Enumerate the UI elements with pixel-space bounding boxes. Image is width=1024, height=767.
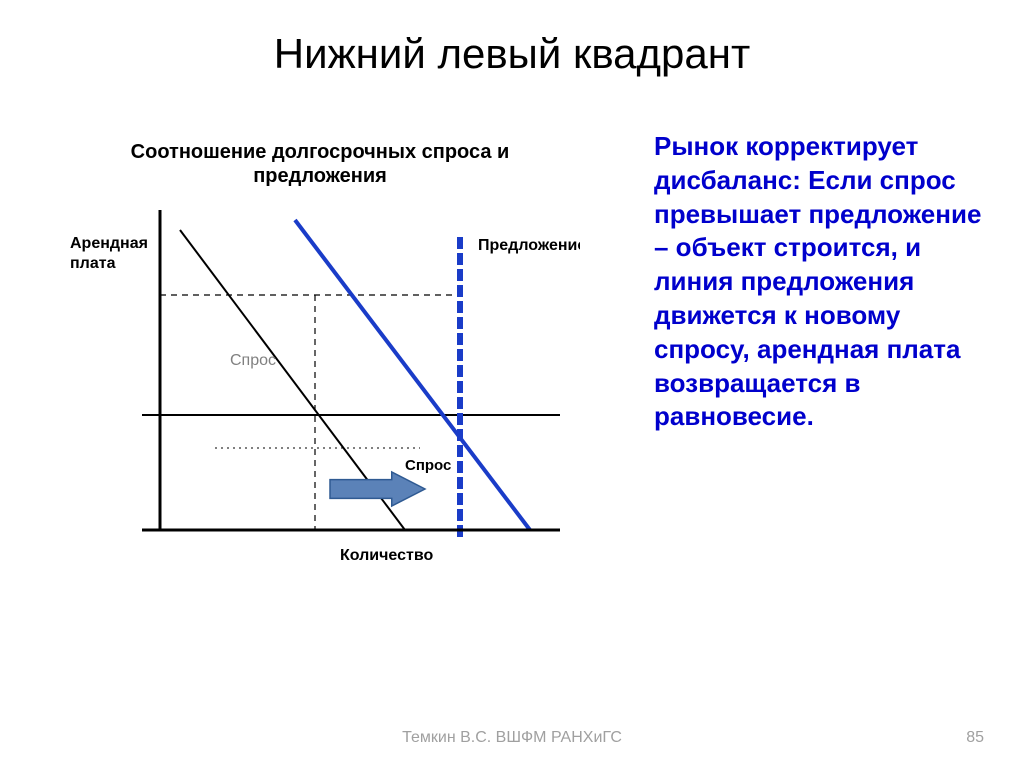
chart-title: Соотношение долгосрочных спроса и предло… [60, 140, 580, 188]
svg-text:Спрос: Спрос [405, 457, 451, 474]
supply-demand-chart: Соотношение долгосрочных спроса и предло… [60, 140, 580, 580]
chart-title-line2: предложения [253, 165, 387, 187]
svg-text:Арендная: Арендная [70, 235, 148, 252]
svg-text:Количество: Количество [340, 547, 433, 564]
chart-svg: Арендная плата Количество Предложение Спрос С… [60, 140, 580, 580]
svg-text:Спрос: Спрос [230, 352, 276, 369]
footer-author: Темкин В.С. ВШФМ РАНХиГС [0, 729, 1024, 747]
slide-number: 85 [966, 729, 984, 747]
svg-text:Предложение: Предложение [478, 237, 580, 254]
page-title: Нижний левый квадрант [0, 30, 1024, 78]
chart-title-line1: Соотношение долгосрочных спроса и [131, 141, 510, 163]
explanation-text: Рынок корректирует дисбаланс: Если спрос… [654, 130, 994, 434]
svg-text:плата: плата [70, 255, 116, 272]
